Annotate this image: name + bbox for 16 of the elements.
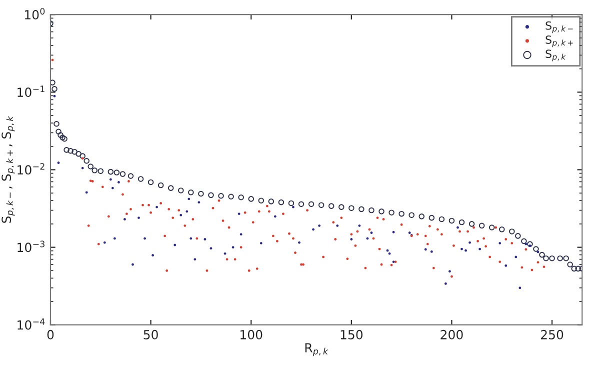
y-tick-label: 10$^{−3}$ <box>18 240 44 252</box>
x-tick-label: 150 <box>340 330 363 340</box>
legend-label: S$_{p,k}$ <box>546 50 566 62</box>
x-tick-label: 50 <box>144 330 158 340</box>
y-axis-title: S$_{p,k−}$, S$_{p,k+}$, S$_{p,k}$ <box>2 116 15 223</box>
y-tick-label: 10$^{−1}$ <box>18 86 44 98</box>
x-tick-label: 250 <box>541 330 564 340</box>
legend-label: S$_{p,k+}$ <box>546 35 573 48</box>
x-tick-label: 200 <box>440 330 463 340</box>
y-tick-label: 10$^{−2}$ <box>18 163 44 175</box>
y-tick-label: 10$^{0}$ <box>25 8 45 20</box>
x-tick-label: 0 <box>47 330 54 340</box>
y-tick-label: 10$^{−4}$ <box>18 318 45 330</box>
x-tick-label: 100 <box>240 330 262 340</box>
x-axis-title: R$_{p,k}$ <box>305 343 328 356</box>
legend-label: S$_{p,k−}$ <box>546 21 573 34</box>
